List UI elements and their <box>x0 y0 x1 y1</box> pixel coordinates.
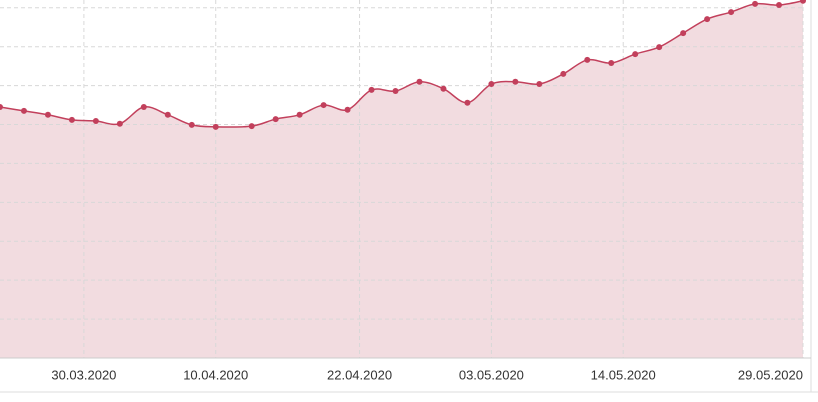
point <box>140 104 147 111</box>
x-tick-label: 03.05.2020 <box>459 367 524 382</box>
point <box>188 121 195 128</box>
x-tick-label: 29.05.2020 <box>738 367 803 382</box>
x-tick-label: 14.05.2020 <box>591 367 656 382</box>
point <box>680 30 687 37</box>
point <box>536 81 543 88</box>
x-tick-label: 30.03.2020 <box>51 367 116 382</box>
point <box>344 106 351 113</box>
point <box>368 86 375 93</box>
point <box>20 107 27 114</box>
point <box>728 9 735 16</box>
point <box>164 111 171 118</box>
point <box>656 44 663 51</box>
point <box>68 116 75 123</box>
point <box>584 56 591 63</box>
point <box>560 70 567 77</box>
point <box>704 16 711 23</box>
point <box>248 123 255 130</box>
point <box>212 123 219 130</box>
point <box>0 104 3 111</box>
x-axis-band <box>0 358 818 402</box>
line <box>0 0 804 128</box>
point <box>800 0 806 4</box>
point <box>392 88 399 95</box>
point <box>92 118 99 125</box>
point <box>632 51 639 58</box>
point <box>320 102 327 109</box>
point <box>488 81 495 88</box>
point <box>44 111 51 118</box>
area <box>0 0 803 359</box>
point <box>752 0 759 7</box>
point <box>272 116 279 123</box>
point <box>416 78 423 85</box>
point <box>512 78 519 85</box>
point <box>608 60 615 67</box>
x-tick-label: 10.04.2020 <box>183 367 248 382</box>
point <box>296 111 303 118</box>
point <box>776 2 783 9</box>
x-tick-label: 22.04.2020 <box>327 367 392 382</box>
point <box>464 99 471 106</box>
point <box>440 85 447 92</box>
point <box>116 120 123 127</box>
